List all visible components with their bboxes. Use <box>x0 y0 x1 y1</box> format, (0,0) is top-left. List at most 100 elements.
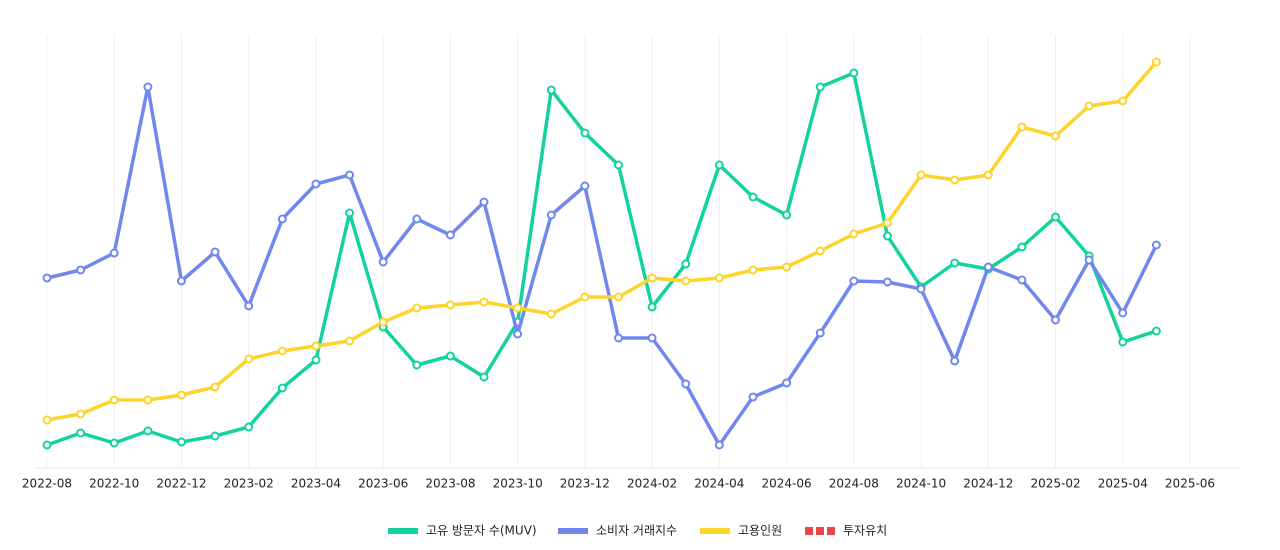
data-point <box>580 181 590 191</box>
data-point <box>143 426 153 436</box>
data-point <box>412 214 422 224</box>
data-point <box>614 333 623 343</box>
data-point <box>76 409 86 419</box>
x-tick-label: 2023-04 <box>291 477 341 491</box>
legend-swatch <box>805 527 813 535</box>
data-point <box>849 276 859 286</box>
data-point <box>1017 242 1027 252</box>
data-point <box>714 440 724 450</box>
data-point <box>378 257 388 267</box>
data-point <box>782 262 792 272</box>
data-point <box>614 292 623 302</box>
data-point <box>479 372 489 382</box>
legend-label: 투자유치 <box>843 524 887 538</box>
data-point <box>176 276 186 286</box>
data-point <box>1017 122 1027 132</box>
data-point <box>748 192 758 202</box>
data-point <box>513 303 523 313</box>
data-point <box>479 197 489 207</box>
data-point <box>277 383 287 393</box>
data-point <box>1051 212 1061 222</box>
data-point <box>513 329 523 339</box>
data-point <box>714 160 724 170</box>
data-point <box>412 360 422 370</box>
data-point <box>445 300 455 310</box>
x-tick-label: 2022-08 <box>22 477 72 491</box>
x-tick-label: 2022-12 <box>156 477 206 491</box>
data-point <box>1084 255 1094 265</box>
series-line <box>46 85 1158 447</box>
data-point <box>143 82 153 92</box>
data-point <box>311 179 321 189</box>
data-point <box>143 395 153 405</box>
x-tick-label: 2022-10 <box>89 477 139 491</box>
legend-label: 고용인원 <box>738 524 782 538</box>
data-point <box>445 351 455 361</box>
data-point <box>311 355 321 365</box>
data-point <box>176 437 186 447</box>
data-point <box>345 208 355 218</box>
x-tick-label: 2023-08 <box>425 477 475 491</box>
data-point <box>445 230 455 240</box>
data-point <box>782 378 792 388</box>
data-point <box>1051 315 1061 325</box>
data-point <box>244 354 254 364</box>
data-point <box>109 395 119 405</box>
data-point <box>311 341 321 351</box>
data-point <box>882 277 892 287</box>
data-point <box>983 170 993 180</box>
data-point <box>681 276 691 286</box>
data-point <box>1118 96 1128 106</box>
data-point <box>647 333 657 343</box>
data-point <box>1051 131 1061 141</box>
x-tick-label: 2023-06 <box>358 477 408 491</box>
data-point <box>277 214 287 224</box>
data-point <box>42 273 52 283</box>
data-point <box>546 85 556 95</box>
x-tick-label: 2024-08 <box>829 477 879 491</box>
legend-swatch <box>388 528 418 534</box>
data-point <box>546 210 556 220</box>
data-point <box>210 382 220 392</box>
data-point <box>849 68 859 78</box>
x-tick-label: 2025-04 <box>1098 477 1148 491</box>
data-point <box>1118 337 1128 347</box>
data-point <box>277 346 287 356</box>
data-point <box>345 336 355 346</box>
legend-swatch <box>700 528 730 534</box>
data-point <box>42 440 52 450</box>
data-point <box>916 284 926 294</box>
series-line <box>46 71 1157 447</box>
data-point <box>580 128 590 138</box>
data-point <box>42 415 52 425</box>
data-point <box>76 428 86 438</box>
data-point <box>983 262 993 272</box>
data-point <box>714 273 724 283</box>
data-point <box>950 356 960 366</box>
data-point <box>1118 308 1128 318</box>
legend-label: 고유 방문자 수(MUV) <box>426 524 537 538</box>
data-point <box>210 431 220 441</box>
data-point <box>1151 326 1161 336</box>
data-point <box>109 248 119 258</box>
legend-swatch <box>816 527 824 535</box>
data-point <box>76 265 86 275</box>
data-point <box>748 392 758 402</box>
data-point <box>849 229 859 239</box>
data-point <box>378 317 388 327</box>
data-point <box>109 438 119 448</box>
data-point <box>950 175 960 185</box>
data-point <box>681 259 691 269</box>
x-tick-label: 2024-06 <box>762 477 812 491</box>
data-point <box>916 170 926 180</box>
data-point <box>950 258 960 268</box>
x-tick-label: 2024-10 <box>896 477 946 491</box>
x-tick-label: 2023-02 <box>224 477 274 491</box>
data-point <box>1151 57 1161 67</box>
series-line <box>46 60 1158 422</box>
legend-swatch <box>558 528 588 534</box>
data-point <box>479 297 489 307</box>
x-tick-label: 2024-02 <box>627 477 677 491</box>
data-point <box>647 273 657 283</box>
